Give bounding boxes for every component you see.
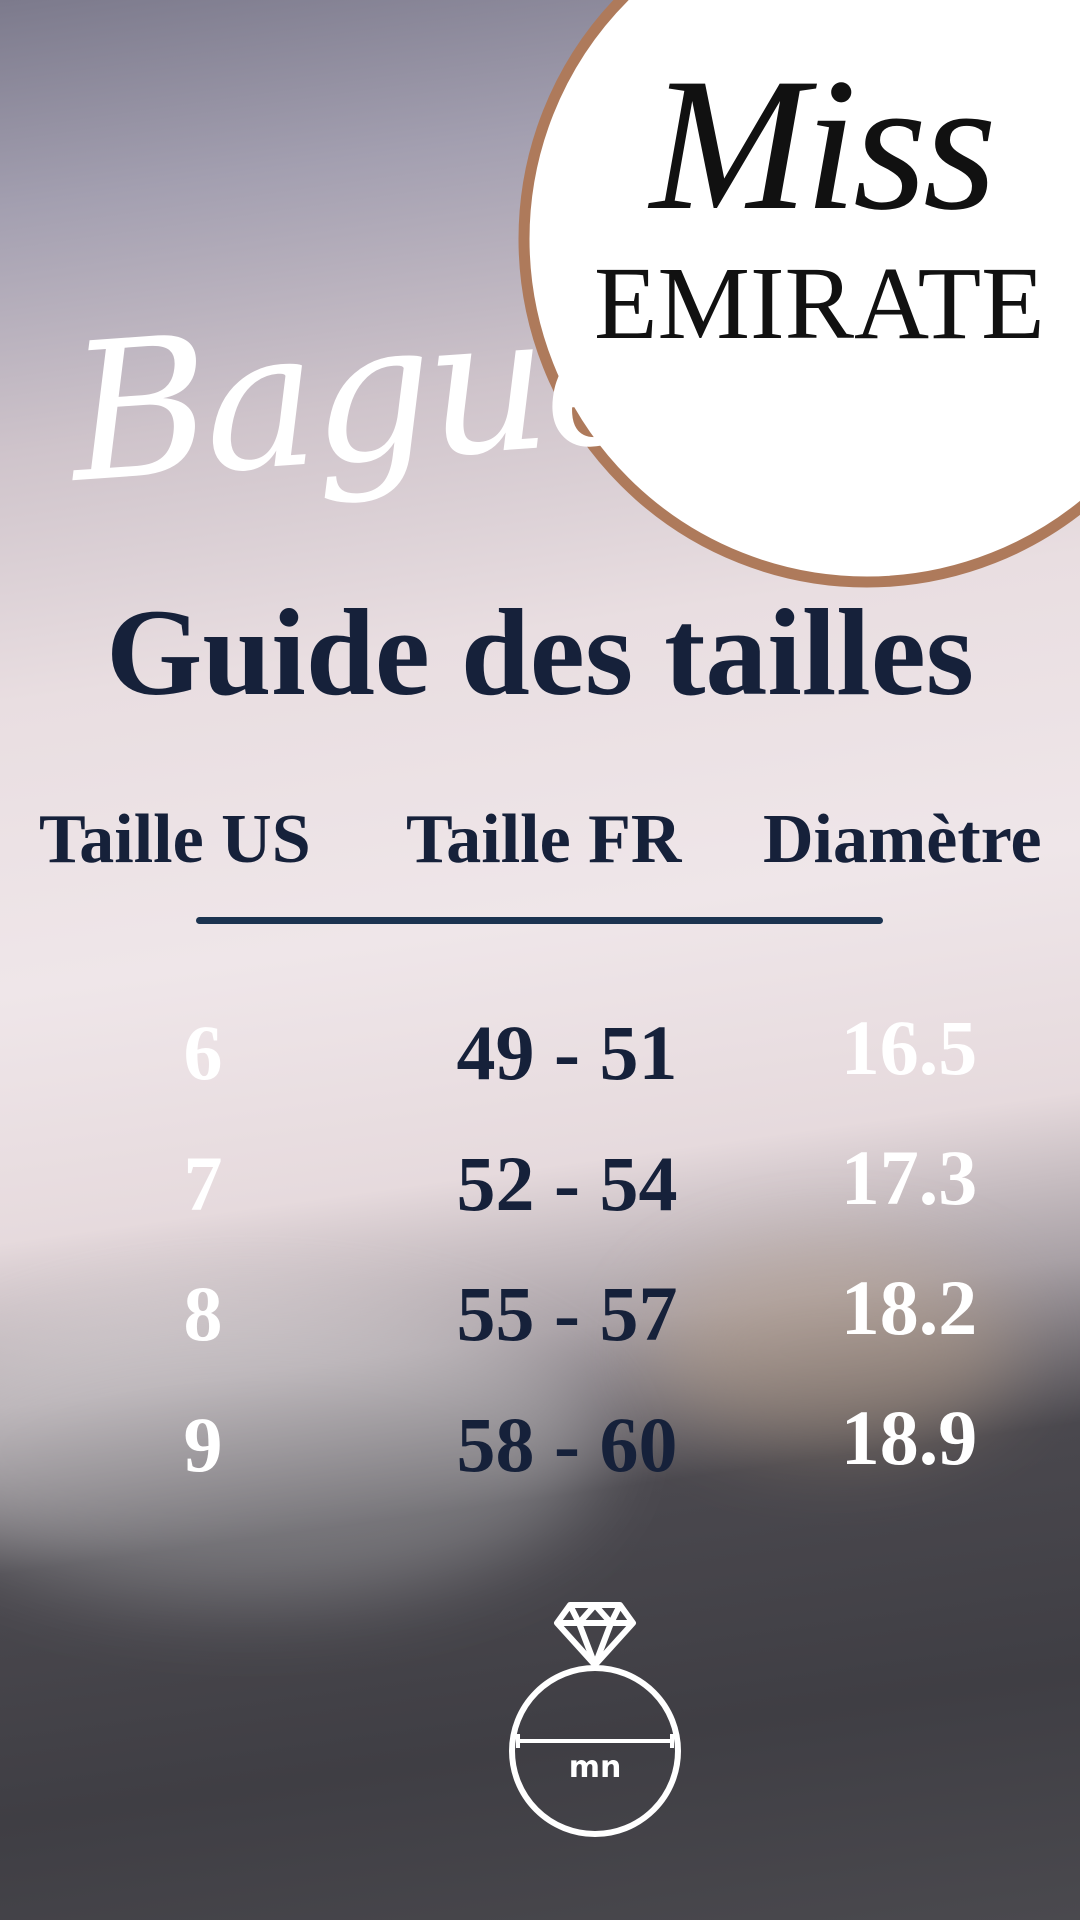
- cell-us: 9: [183, 1401, 223, 1488]
- cell-diameter: 18.2: [840, 1264, 978, 1351]
- cell-fr: 58 - 60: [456, 1401, 678, 1488]
- cell-us: 6: [183, 1009, 223, 1096]
- background-blur: [650, 1250, 1020, 1450]
- cell-fr: 55 - 57: [456, 1270, 678, 1357]
- page-title: Guide des tailles: [105, 584, 975, 721]
- logo-badge: [518, 0, 1080, 588]
- background-blur: [0, 1300, 600, 1600]
- logo-miss-text: Miss: [650, 40, 997, 250]
- cell-fr: 52 - 54: [456, 1140, 678, 1227]
- cell-us: 8: [183, 1270, 223, 1357]
- cell-fr: 49 - 51: [456, 1009, 678, 1096]
- logo-emirate-text: EMIRATE: [594, 246, 1045, 361]
- ring-unit-label: mn: [569, 1750, 622, 1785]
- header-divider: [196, 917, 883, 924]
- cell-diameter: 17.3: [840, 1134, 978, 1221]
- diamond-ring-icon: mn: [509, 1602, 681, 1837]
- cell-diameter: 16.5: [840, 1004, 978, 1091]
- cell-us: 7: [183, 1140, 223, 1227]
- header-taille-us: Taille US: [39, 801, 311, 878]
- subtitle-bague: Bague: [62, 264, 657, 525]
- header-taille-fr: Taille FR: [406, 801, 682, 878]
- header-diametre: Diamètre: [763, 801, 1042, 878]
- cell-diameter: 18.9: [840, 1394, 978, 1481]
